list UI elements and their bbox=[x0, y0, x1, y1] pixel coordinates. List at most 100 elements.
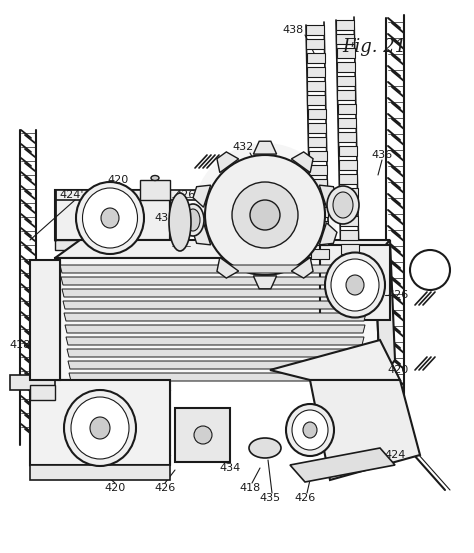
Polygon shape bbox=[319, 223, 337, 245]
Polygon shape bbox=[307, 53, 325, 63]
Ellipse shape bbox=[333, 192, 353, 218]
Text: 420: 420 bbox=[108, 175, 128, 185]
Ellipse shape bbox=[82, 188, 137, 248]
Polygon shape bbox=[30, 380, 170, 465]
Text: 432: 432 bbox=[232, 142, 254, 152]
Circle shape bbox=[232, 182, 298, 248]
Text: Fig. 21: Fig. 21 bbox=[342, 38, 407, 56]
Text: 426: 426 bbox=[174, 190, 196, 200]
Ellipse shape bbox=[249, 438, 281, 458]
Polygon shape bbox=[68, 361, 362, 369]
Polygon shape bbox=[337, 62, 355, 72]
Polygon shape bbox=[337, 90, 356, 100]
Text: 438: 438 bbox=[283, 25, 304, 35]
Polygon shape bbox=[338, 104, 356, 114]
Ellipse shape bbox=[101, 208, 119, 228]
Ellipse shape bbox=[151, 175, 159, 180]
Polygon shape bbox=[292, 258, 313, 278]
Text: 426: 426 bbox=[294, 493, 316, 503]
Polygon shape bbox=[270, 340, 400, 380]
Polygon shape bbox=[338, 146, 356, 156]
Polygon shape bbox=[336, 20, 354, 30]
Polygon shape bbox=[339, 188, 357, 198]
Ellipse shape bbox=[331, 259, 379, 311]
Polygon shape bbox=[290, 448, 395, 482]
Polygon shape bbox=[55, 240, 390, 258]
Text: 424': 424' bbox=[60, 190, 84, 200]
Text: 435: 435 bbox=[155, 213, 175, 223]
Ellipse shape bbox=[169, 193, 191, 251]
Text: 435: 435 bbox=[259, 493, 281, 503]
Ellipse shape bbox=[303, 422, 317, 438]
Polygon shape bbox=[55, 258, 380, 380]
Polygon shape bbox=[140, 180, 170, 200]
Polygon shape bbox=[308, 109, 326, 119]
Polygon shape bbox=[66, 337, 364, 345]
Ellipse shape bbox=[186, 209, 200, 231]
Polygon shape bbox=[310, 207, 328, 217]
Polygon shape bbox=[65, 325, 365, 333]
Polygon shape bbox=[61, 277, 369, 285]
Ellipse shape bbox=[64, 390, 136, 466]
Polygon shape bbox=[306, 25, 324, 35]
Polygon shape bbox=[310, 235, 328, 245]
Polygon shape bbox=[336, 34, 354, 44]
Polygon shape bbox=[310, 221, 328, 231]
Polygon shape bbox=[55, 240, 170, 250]
Ellipse shape bbox=[292, 410, 328, 450]
Polygon shape bbox=[30, 465, 170, 480]
Text: 424: 424 bbox=[384, 450, 406, 460]
Polygon shape bbox=[308, 123, 326, 133]
Polygon shape bbox=[337, 48, 355, 58]
Polygon shape bbox=[340, 230, 358, 240]
Polygon shape bbox=[217, 152, 238, 173]
Text: 420: 420 bbox=[104, 483, 126, 493]
Polygon shape bbox=[217, 258, 238, 278]
Polygon shape bbox=[30, 385, 55, 400]
Polygon shape bbox=[60, 265, 370, 273]
Circle shape bbox=[205, 155, 325, 275]
Polygon shape bbox=[310, 193, 328, 203]
Polygon shape bbox=[339, 174, 357, 184]
Polygon shape bbox=[254, 276, 277, 289]
Polygon shape bbox=[338, 118, 356, 128]
Polygon shape bbox=[62, 289, 368, 297]
Circle shape bbox=[194, 426, 212, 444]
Ellipse shape bbox=[286, 404, 334, 456]
Polygon shape bbox=[337, 76, 355, 86]
Ellipse shape bbox=[182, 204, 204, 236]
Polygon shape bbox=[319, 185, 337, 207]
Ellipse shape bbox=[346, 275, 364, 295]
Ellipse shape bbox=[90, 417, 110, 439]
Polygon shape bbox=[292, 152, 313, 173]
Ellipse shape bbox=[327, 186, 359, 224]
Ellipse shape bbox=[76, 182, 144, 254]
Polygon shape bbox=[338, 132, 356, 142]
Polygon shape bbox=[306, 39, 324, 49]
Polygon shape bbox=[254, 141, 277, 154]
Ellipse shape bbox=[325, 253, 385, 317]
Polygon shape bbox=[193, 185, 210, 207]
Polygon shape bbox=[309, 151, 327, 161]
Polygon shape bbox=[63, 301, 367, 309]
Polygon shape bbox=[375, 240, 395, 380]
Polygon shape bbox=[30, 260, 60, 380]
Polygon shape bbox=[55, 190, 170, 240]
Polygon shape bbox=[309, 179, 327, 189]
Polygon shape bbox=[341, 244, 359, 254]
Polygon shape bbox=[307, 81, 325, 91]
Polygon shape bbox=[307, 67, 325, 77]
Text: 420: 420 bbox=[387, 365, 409, 375]
Text: 426: 426 bbox=[155, 483, 176, 493]
Ellipse shape bbox=[71, 397, 129, 459]
Text: 426: 426 bbox=[387, 290, 409, 300]
Polygon shape bbox=[69, 373, 361, 381]
Polygon shape bbox=[310, 380, 420, 480]
Polygon shape bbox=[310, 249, 328, 259]
Polygon shape bbox=[64, 313, 366, 321]
Circle shape bbox=[193, 143, 337, 287]
Text: 418': 418' bbox=[10, 340, 34, 350]
Polygon shape bbox=[339, 160, 357, 170]
Polygon shape bbox=[309, 137, 327, 147]
Polygon shape bbox=[340, 216, 358, 226]
